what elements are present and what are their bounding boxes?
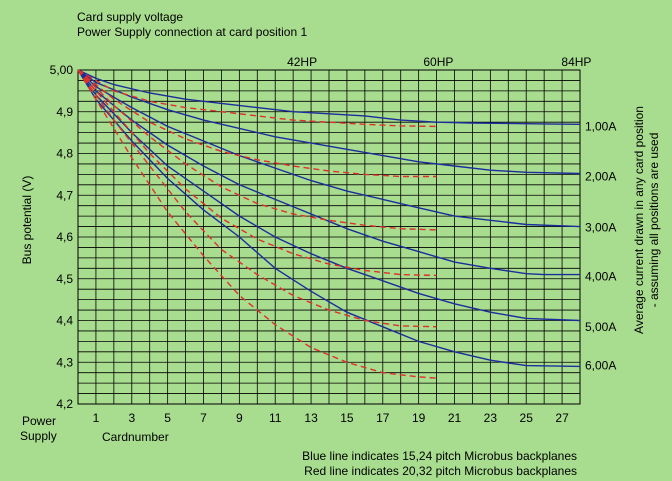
x-start-label-power: Power [22, 414, 56, 428]
y-tick-label: 4,4 [56, 314, 73, 328]
hp-marker-label: 42HP [287, 55, 317, 69]
red-series-line [77, 69, 437, 178]
x-start-label-supply: Supply [20, 429, 57, 443]
x-tick-label: 11 [269, 411, 282, 425]
current-label: 5,00A [585, 320, 616, 334]
blue-series-line [77, 69, 581, 175]
red-series-line [77, 69, 437, 328]
y-tick-label: 4,2 [56, 397, 73, 411]
y-tick-label: 4,9 [56, 105, 73, 119]
chart-grid [77, 69, 581, 405]
legend-red-note: Red line indicates 20,32 pitch Microbus … [304, 464, 577, 478]
red-series-line [77, 69, 437, 379]
x-tick-label: 3 [128, 411, 135, 425]
hp-marker-label: 60HP [423, 55, 453, 69]
y-tick-label: 4,5 [56, 272, 73, 286]
y-tick-label: 4,7 [56, 188, 73, 202]
y-tick-label: 4,8 [56, 147, 73, 161]
chart-title-line1: Card supply voltage [77, 10, 183, 24]
x-tick-label: 13 [304, 411, 318, 425]
series-lines [77, 69, 581, 379]
y-tick-label: 4,6 [56, 230, 73, 244]
y-axis-label: Bus potential (V) [20, 176, 34, 265]
x-tick-label: 15 [340, 411, 354, 425]
red-series-line [77, 69, 437, 231]
blue-series-line [77, 69, 580, 276]
x-tick-label: 9 [236, 411, 243, 425]
x-tick-label: 19 [412, 411, 426, 425]
blue-series-line [77, 69, 581, 368]
x-tick-label: 23 [484, 411, 498, 425]
y-axis-right-label-line2: - assuming all positions are used [647, 133, 661, 308]
x-axis-label: Cardnumber [102, 430, 169, 444]
axis-tick-labels: 1 3 5 7 9 11 13 15 17 19 21 23 25 275,004,94,84,74,64… [50, 63, 569, 425]
top-hp-markers: 42HP 60HP 84HP [287, 55, 591, 69]
x-tick-label: 27 [555, 411, 569, 425]
current-label: 4,00A [585, 270, 616, 284]
x-tick-label: 21 [448, 411, 462, 425]
current-label: 3,00A [585, 220, 616, 234]
x-tick-label: 7 [200, 411, 207, 425]
current-label: 2,00A [585, 169, 616, 183]
chart-title-line2: Power Supply connection at card position… [77, 25, 307, 39]
x-tick-label: 17 [376, 411, 390, 425]
current-label: 6,00A [585, 359, 616, 373]
current-labels: 1,00A 2,00A 3,00A 4,00A 5,00A 6,00A [585, 119, 616, 372]
blue-series-line [77, 69, 581, 125]
red-series-line [77, 69, 437, 277]
hp-marker-label: 84HP [561, 55, 591, 69]
x-tick-label: 25 [520, 411, 534, 425]
y-tick-label: 5,00 [50, 63, 74, 77]
x-tick-label: 5 [164, 411, 171, 425]
x-tick-label: 1 [93, 411, 100, 425]
current-label: 1,00A [585, 119, 616, 133]
y-axis-right-label-line1: Average current drawn in any card positi… [632, 106, 646, 334]
blue-series-line [77, 69, 581, 322]
y-tick-label: 4,3 [56, 355, 73, 369]
blue-series-line [77, 69, 581, 228]
legend-blue-note: Blue line indicates 15,24 pitch Microbus… [302, 449, 577, 463]
